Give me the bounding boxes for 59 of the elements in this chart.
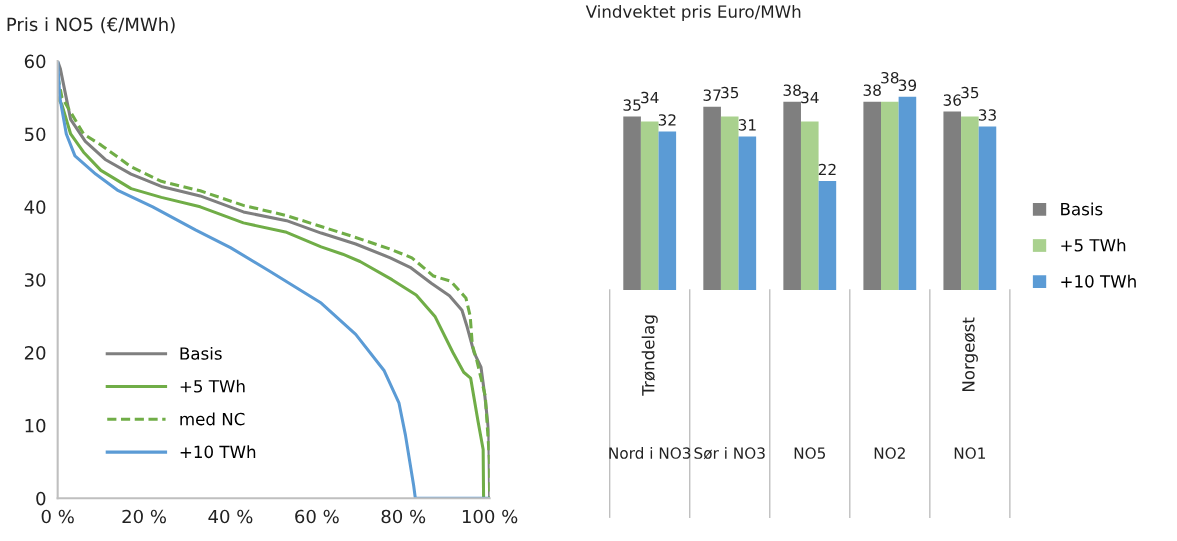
legend-label: med NC — [180, 412, 245, 426]
x-tick-label: 60 % — [295, 509, 339, 524]
y-tick-label: 50 — [24, 127, 46, 142]
data-label: 34 — [641, 91, 659, 104]
bar — [863, 101, 882, 290]
data-label: 36 — [943, 94, 961, 106]
y-tick-label: 30 — [24, 273, 46, 287]
x-tick-label: 100 % — [462, 509, 518, 524]
text: NO2 — [874, 447, 905, 459]
legend-label: +5 TWh — [1061, 238, 1126, 252]
data-label: 37 — [703, 89, 721, 101]
x-tick-label: Trøndelag — [641, 315, 658, 396]
bar — [738, 136, 757, 290]
text: NO1 — [954, 447, 986, 459]
y-tick-label: 40 — [24, 200, 46, 214]
data-label: 22 — [818, 163, 836, 176]
data-label: 35 — [961, 86, 979, 99]
legend-label: +5 TWh — [180, 379, 245, 393]
y-tick-label: 60 — [24, 54, 46, 69]
x-tick-label: 80 % — [381, 509, 426, 524]
bar — [720, 116, 739, 290]
data-label: 32 — [658, 114, 676, 126]
data-label: 38 — [783, 84, 801, 96]
data-label: 34 — [801, 91, 819, 104]
bar — [881, 101, 899, 290]
y-tick-label: 0 — [36, 491, 46, 506]
chart-title: Vindvektet pris Euro/MWh — [585, 4, 801, 22]
data-label: 38 — [863, 84, 881, 96]
data-label: 31 — [738, 119, 756, 131]
x-tick-label: 20 % — [122, 509, 166, 524]
bar — [783, 101, 801, 290]
text: Nord i NO3 — [609, 447, 691, 459]
bar — [703, 106, 721, 290]
legend-label: Basis — [1061, 202, 1103, 216]
chart-title: Pris i NO5 (€/MWh) — [7, 17, 175, 34]
bar — [943, 111, 962, 290]
data-label: 39 — [898, 79, 917, 92]
legend-label: Basis — [180, 346, 222, 360]
x-tick-label: 40 % — [208, 509, 253, 524]
bar — [623, 116, 641, 290]
x-tick-label: Norgeøst — [962, 317, 978, 391]
data-label: 38 — [881, 71, 899, 84]
text: Sør i NO3 — [694, 447, 765, 460]
legend-label: +10 TWh — [1061, 274, 1136, 288]
bar — [898, 96, 917, 290]
bar — [800, 121, 819, 290]
legend-label: +10 TWh — [180, 445, 256, 459]
text: NO5 — [794, 447, 826, 459]
bar — [818, 180, 837, 290]
bar — [961, 116, 979, 290]
bar — [658, 131, 677, 290]
x-tick-label: 0 % — [41, 509, 74, 524]
data-label: 35 — [623, 99, 641, 111]
data-label: 35 — [721, 86, 739, 99]
y-tick-label: 10 — [25, 418, 46, 433]
bar — [978, 126, 997, 290]
data-label: 33 — [978, 109, 996, 121]
bar — [640, 121, 659, 290]
y-tick-label: 20 — [24, 346, 46, 360]
